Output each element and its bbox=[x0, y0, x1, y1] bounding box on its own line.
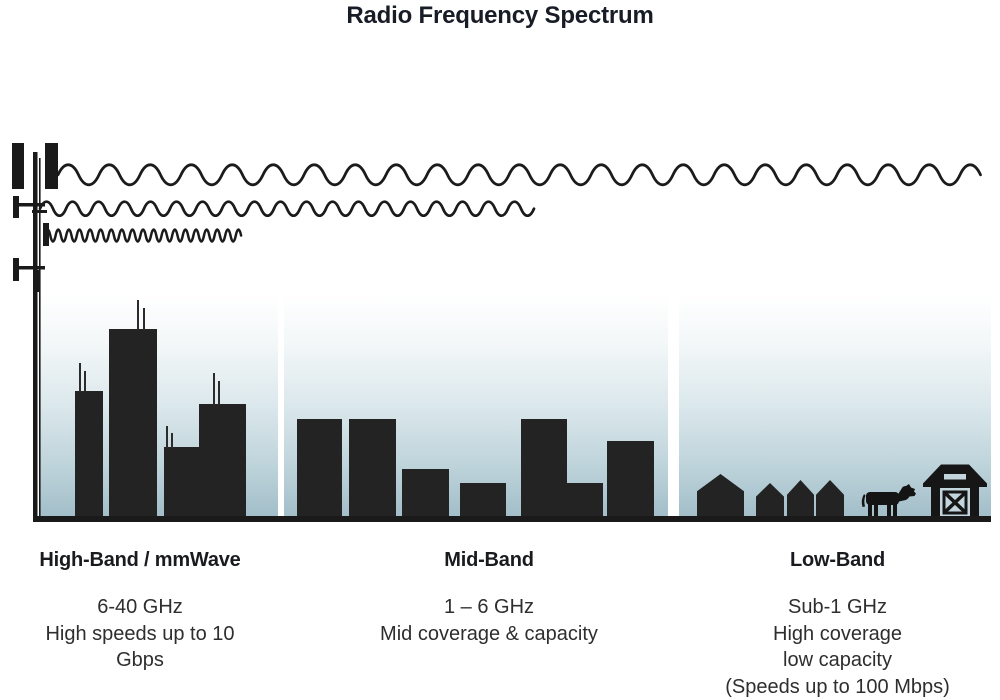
antenna-spike bbox=[137, 300, 139, 330]
low-band-label-group: Low-Band Sub-1 GHz High coverage low cap… bbox=[705, 549, 970, 700]
ground-line bbox=[33, 516, 991, 522]
midrise-building-annex-silhouette bbox=[567, 483, 603, 517]
antenna-spike bbox=[213, 373, 215, 405]
page-title: Radio Frequency Spectrum bbox=[346, 2, 654, 29]
antenna-spike bbox=[84, 371, 86, 392]
low-band-title: Low-Band bbox=[789, 549, 886, 571]
mid-band-label-group: Mid-Band 1 – 6 GHz Mid coverage & capaci… bbox=[364, 549, 614, 647]
antenna-spike bbox=[166, 426, 168, 448]
midrise-building-silhouette bbox=[349, 419, 396, 517]
skyscraper-silhouette bbox=[164, 447, 200, 517]
mid-band-detail: Mid coverage & capacity bbox=[380, 622, 598, 645]
barn-icon bbox=[923, 464, 987, 517]
cow-icon bbox=[861, 484, 916, 517]
antenna-spike bbox=[143, 308, 145, 330]
skyscraper-silhouette bbox=[199, 404, 246, 517]
low-band-detail: High coverage bbox=[773, 622, 902, 645]
midrise-building-silhouette bbox=[460, 483, 506, 517]
skyscraper-silhouette bbox=[75, 391, 103, 517]
midrise-building-silhouette bbox=[521, 419, 567, 517]
mid-band-coverage-panel bbox=[284, 295, 668, 517]
antenna-spike bbox=[218, 381, 220, 405]
low-band-detail: low capacity bbox=[783, 649, 892, 671]
midrise-building-silhouette bbox=[402, 469, 449, 517]
low-band-detail: (Speeds up to 100 Mbps) bbox=[725, 675, 950, 698]
high-frequency-wave-icon bbox=[43, 227, 243, 243]
antenna-spike bbox=[171, 433, 173, 448]
cell-tower-icon bbox=[12, 143, 58, 522]
high-band-label-group: High-Band / mmWave 6-40 GHz High speeds … bbox=[20, 549, 260, 674]
antenna-spike bbox=[79, 363, 81, 392]
midrise-building-silhouette bbox=[297, 419, 342, 517]
mid-band-title: Mid-Band bbox=[444, 549, 534, 571]
mid-frequency-wave-icon bbox=[38, 200, 536, 218]
mid-band-frequency: 1 – 6 GHz bbox=[443, 596, 535, 618]
high-band-frequency: 6-40 GHz bbox=[97, 596, 183, 618]
high-band-detail: High speeds up to 10 Gbps bbox=[45, 622, 235, 672]
midrise-building-silhouette bbox=[607, 441, 654, 517]
skyscraper-silhouette bbox=[109, 329, 157, 517]
low-band-frequency: Sub-1 GHz bbox=[788, 596, 887, 618]
low-frequency-wave-icon bbox=[56, 163, 982, 187]
high-band-title: High-Band / mmWave bbox=[39, 549, 241, 571]
